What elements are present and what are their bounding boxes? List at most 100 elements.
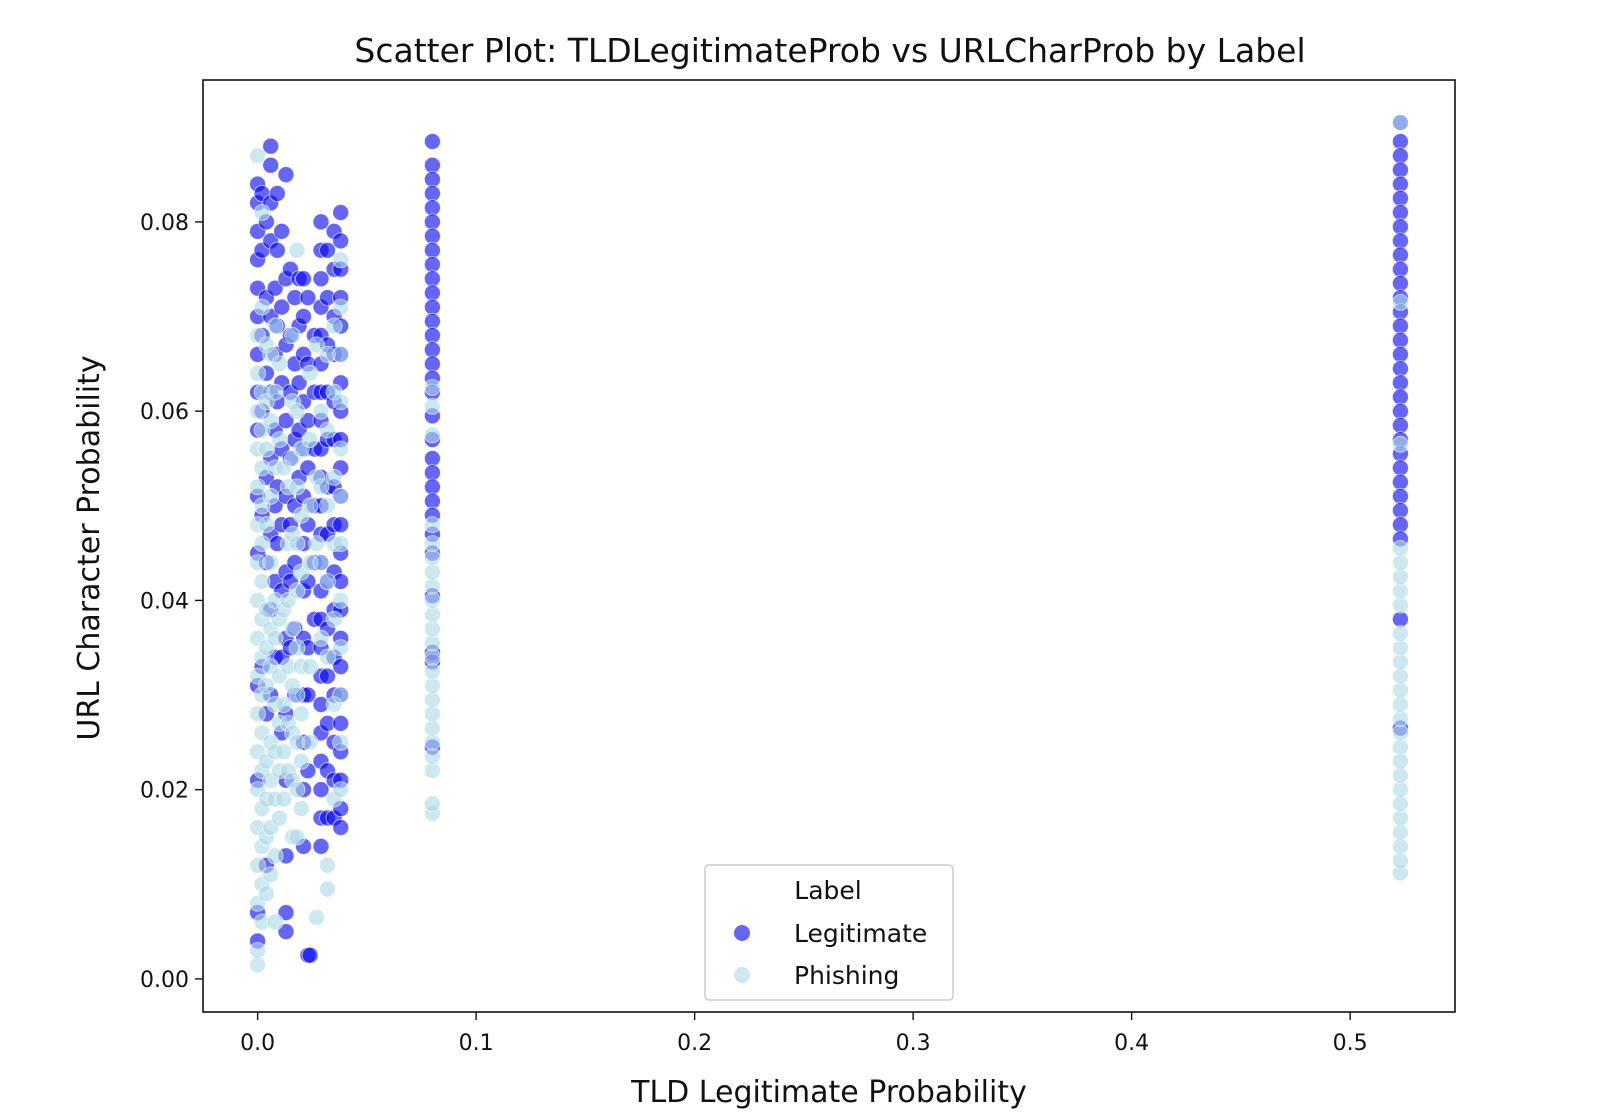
point-phishing: [257, 440, 275, 458]
legend-marker-phishing: [734, 967, 750, 983]
point-phishing: [423, 634, 441, 652]
point-legitimate: [312, 270, 330, 288]
point-legitimate: [1392, 147, 1409, 165]
point-legitimate: [277, 166, 295, 184]
point-legitimate: [1392, 218, 1409, 236]
point-legitimate: [1392, 189, 1409, 207]
point-legitimate: [423, 312, 441, 330]
point-phishing: [275, 743, 293, 761]
point-phishing: [1392, 114, 1409, 131]
point-legitimate: [423, 213, 441, 231]
point-phishing: [275, 696, 293, 713]
point-phishing: [423, 563, 441, 581]
legend: Label Legitimate Phishing: [704, 864, 954, 1001]
point-legitimate: [332, 516, 350, 534]
point-legitimate: [423, 298, 441, 316]
point-phishing: [1392, 568, 1409, 586]
point-phishing: [1392, 823, 1409, 841]
point-legitimate: [1392, 274, 1409, 292]
point-phishing: [1392, 639, 1409, 657]
point-phishing: [288, 686, 306, 704]
point-legitimate: [423, 492, 441, 510]
point-phishing: [249, 856, 267, 874]
x-tick-label: 0.3: [896, 1031, 931, 1056]
point-phishing: [1392, 625, 1409, 642]
point-legitimate: [319, 667, 336, 685]
point-legitimate: [423, 270, 441, 288]
point-legitimate: [1392, 204, 1409, 221]
point-phishing: [1392, 767, 1409, 784]
point-phishing: [332, 535, 350, 552]
point-legitimate: [1392, 402, 1409, 420]
point-legitimate: [1392, 360, 1409, 378]
point-phishing: [423, 577, 441, 595]
point-legitimate: [423, 199, 441, 217]
point-phishing: [292, 752, 310, 770]
point-phishing: [423, 426, 441, 444]
point-phishing: [332, 686, 350, 704]
point-legitimate: [423, 170, 441, 188]
point-legitimate: [277, 923, 295, 940]
point-legitimate: [1392, 260, 1409, 278]
point-phishing: [1392, 653, 1409, 671]
point-phishing: [266, 383, 284, 401]
point-phishing: [266, 629, 284, 647]
point-legitimate: [423, 327, 441, 344]
point-phishing: [257, 516, 275, 534]
point-phishing: [301, 658, 319, 675]
point-legitimate: [301, 946, 319, 964]
point-phishing: [262, 487, 280, 505]
point-phishing: [288, 402, 306, 420]
point-phishing: [292, 705, 310, 723]
point-phishing: [288, 828, 306, 846]
chart-title: Scatter Plot: TLDLegitimateProb vs URLCh…: [354, 31, 1305, 70]
point-phishing: [271, 431, 288, 449]
point-phishing: [301, 733, 319, 751]
point-legitimate: [312, 781, 330, 798]
point-phishing: [308, 535, 326, 552]
point-legitimate: [262, 137, 280, 155]
point-legitimate: [1392, 502, 1409, 519]
point-phishing: [423, 795, 441, 813]
y-tick-label: 0.00: [140, 968, 189, 993]
point-phishing: [1392, 696, 1409, 713]
x-tick-label: 0.5: [1333, 1031, 1368, 1056]
point-phishing: [423, 733, 441, 751]
point-phishing: [332, 251, 350, 269]
point-phishing: [1392, 554, 1409, 571]
point-phishing: [332, 592, 350, 609]
point-phishing: [262, 866, 280, 884]
point-legitimate: [1392, 473, 1409, 491]
point-phishing: [1392, 710, 1409, 728]
point-phishing: [1392, 667, 1409, 685]
point-phishing: [1392, 738, 1409, 756]
point-phishing: [308, 336, 326, 354]
point-legitimate: [1392, 246, 1409, 264]
point-legitimate: [332, 232, 350, 250]
point-phishing: [423, 663, 441, 680]
point-legitimate: [423, 355, 441, 373]
point-legitimate: [1392, 331, 1409, 349]
point-legitimate: [423, 341, 441, 359]
point-legitimate: [1392, 345, 1409, 363]
point-legitimate: [1392, 610, 1409, 628]
point-phishing: [301, 364, 319, 382]
point-phishing: [423, 620, 441, 638]
point-phishing: [423, 592, 441, 609]
point-phishing: [423, 705, 441, 723]
point-phishing: [301, 431, 319, 449]
point-legitimate: [295, 270, 312, 288]
point-phishing: [1392, 781, 1409, 798]
point-phishing: [253, 535, 271, 552]
point-phishing: [301, 497, 319, 515]
point-phishing: [312, 629, 330, 647]
point-legitimate: [1392, 161, 1409, 179]
point-phishing: [332, 639, 350, 657]
point-phishing: [292, 800, 310, 817]
point-legitimate: [1392, 516, 1409, 534]
point-phishing: [423, 719, 441, 737]
point-legitimate: [268, 185, 286, 202]
point-phishing: [284, 620, 302, 638]
point-legitimate: [273, 298, 291, 316]
